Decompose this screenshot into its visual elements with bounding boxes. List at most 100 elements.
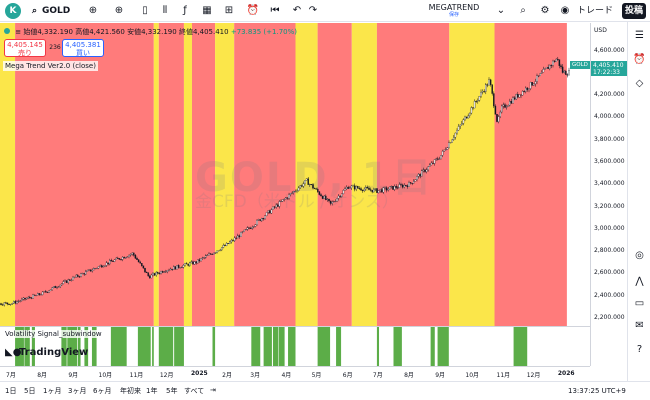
candle — [147, 272, 149, 277]
range-button[interactable]: 年初来 — [120, 387, 141, 395]
candle — [182, 263, 185, 269]
templates-icon[interactable]: ▦ — [202, 5, 212, 16]
volatility-bar — [393, 327, 402, 366]
candle — [531, 82, 533, 86]
time-tick: 8月 — [404, 372, 414, 379]
trend-band-yellow — [0, 23, 16, 326]
chat-icon[interactable]: ✉ — [635, 320, 644, 331]
candle — [150, 273, 153, 279]
candle — [238, 234, 241, 239]
candle — [67, 278, 69, 285]
layers-icon[interactable]: ◇ — [635, 78, 644, 89]
layout-name-button[interactable]: MEGATREND 保存 — [425, 3, 483, 19]
publish-button[interactable]: 投稿 — [622, 3, 646, 19]
candle — [281, 199, 284, 203]
layout-menu-icon[interactable]: ⌄ — [496, 5, 506, 16]
time-tick: 12月 — [159, 372, 174, 379]
watchlist-icon[interactable]: ☰ — [635, 30, 644, 41]
chart-pane[interactable]: GOLD, 1日 金CFD（米ドル / オンス） ≡ 始値4,332.190 高… — [0, 23, 627, 381]
candle — [382, 186, 385, 194]
user-avatar[interactable]: K — [5, 3, 21, 19]
candle — [35, 294, 37, 297]
last-price: 4,405.410 — [593, 62, 624, 69]
buy-button[interactable]: 4,405.381 買い — [62, 39, 104, 57]
range-button[interactable]: 5日 — [24, 387, 36, 395]
trend-band-red — [158, 23, 184, 326]
candle — [272, 206, 274, 211]
volatility-legend[interactable]: Volatility Signal_subwindow — [3, 330, 104, 338]
ideas-icon[interactable]: ▭ — [634, 298, 645, 309]
help-icon[interactable]: ? — [636, 344, 643, 355]
indicator-legend[interactable]: Mega Trend Ver2.0 (close) — [3, 61, 98, 71]
sell-button[interactable]: 4,405.145 売り — [4, 39, 46, 57]
symbol-label: GOLD — [42, 6, 71, 16]
alert-icon[interactable]: ⏰ — [246, 5, 260, 16]
layout-icon[interactable]: ⊞ — [224, 5, 234, 16]
candle — [313, 187, 316, 189]
candle — [289, 192, 292, 197]
symbol-search[interactable]: ⌕ GOLD — [32, 3, 92, 19]
indicators-icon[interactable]: ƒ — [183, 5, 187, 16]
search-icon[interactable]: ⌕ — [520, 5, 526, 16]
add-symbol-icon[interactable]: ⊕ — [114, 5, 124, 16]
candle — [48, 290, 50, 294]
undo-icon[interactable]: ↶ — [292, 5, 302, 16]
trade-button[interactable]: トレード — [576, 6, 613, 16]
candle — [24, 297, 26, 301]
legend-menu-icon[interactable]: ≡ — [15, 28, 22, 36]
interval-icon[interactable]: ▯ — [142, 5, 148, 16]
target-icon[interactable]: ◎ — [635, 250, 644, 261]
volatility-bar — [152, 327, 154, 366]
replay-icon[interactable]: ⏮ — [270, 5, 280, 16]
candle — [408, 180, 410, 188]
candle — [293, 190, 295, 195]
candle — [435, 157, 437, 161]
candle — [337, 194, 340, 201]
volatility-bar — [376, 327, 380, 366]
candle — [485, 83, 487, 95]
range-button[interactable]: 1日 — [5, 387, 17, 395]
candle — [305, 178, 308, 181]
redo-icon[interactable]: ↷ — [308, 5, 318, 16]
range-button[interactable]: すべて — [184, 387, 205, 395]
settings-icon[interactable]: ⚙ — [540, 5, 550, 16]
candle — [195, 261, 197, 265]
camera-icon[interactable]: ◉ — [560, 5, 570, 16]
candle — [14, 299, 17, 305]
candle — [8, 303, 10, 306]
goto-date-icon[interactable]: ⇥ — [210, 386, 216, 394]
range-button[interactable]: 1年 — [146, 387, 158, 395]
candle — [248, 226, 250, 230]
candle — [46, 291, 49, 294]
utc-clock[interactable]: 13:37:25 UTC+9 — [568, 387, 626, 395]
compare-icon[interactable]: ⊕ — [88, 5, 98, 16]
candle — [357, 185, 359, 189]
candle — [73, 276, 76, 279]
time-scale[interactable]: 7月 8月 9月 10月 11月 12月 2025 2月 3月 4月 5月 6月 7月 8月 9月 10月 11… — [0, 366, 590, 381]
pattern-icon[interactable]: ⋀ — [635, 276, 644, 287]
candle — [465, 116, 468, 119]
tradingview-logo[interactable]: ◣●TradingView — [5, 347, 88, 358]
candle — [185, 262, 188, 265]
volatility-bar — [91, 327, 97, 366]
last-price-tag: 4,405.410 17:22:33 — [591, 61, 627, 76]
range-button[interactable]: 1ヶ月 — [43, 387, 62, 395]
range-button[interactable]: 3ヶ月 — [68, 387, 87, 395]
candle — [278, 200, 281, 209]
range-button[interactable]: 6ヶ月 — [93, 387, 112, 395]
candle — [494, 104, 497, 115]
candles-icon[interactable]: ⫴ — [162, 5, 168, 16]
candle — [507, 104, 509, 107]
candle — [253, 226, 255, 229]
candle — [425, 167, 428, 174]
candle — [153, 272, 156, 276]
candle — [101, 264, 103, 268]
alerts-icon[interactable]: ⏰ — [633, 54, 646, 65]
range-button[interactable]: 5年 — [166, 387, 178, 395]
candle — [441, 149, 444, 158]
candle — [72, 275, 74, 281]
candle — [118, 258, 121, 260]
candle — [237, 233, 239, 239]
candle — [176, 265, 178, 270]
candle — [158, 271, 161, 275]
